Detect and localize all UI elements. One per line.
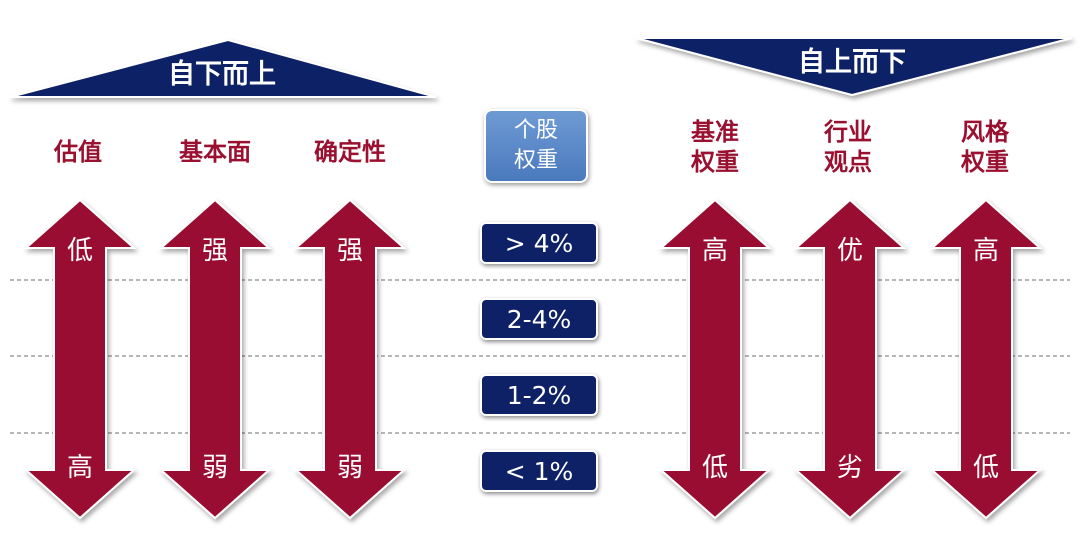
weight-level-2: 2-4% bbox=[480, 298, 598, 340]
arrow-bottom-label-certainty: 弱 bbox=[337, 453, 363, 483]
weight-level-3: 1-2% bbox=[480, 374, 598, 416]
arrow-style-weight bbox=[929, 198, 1043, 520]
top-down-title: 自上而下 bbox=[798, 46, 906, 78]
arrow-fundamentals bbox=[158, 198, 272, 520]
arrow-valuation bbox=[23, 198, 137, 520]
label-benchmark-weight: 基准 权重 bbox=[691, 118, 739, 176]
weight-level-1: > 4% bbox=[480, 222, 598, 264]
stock-weight-header: 个股 权重 bbox=[484, 109, 588, 183]
label-fundamentals: 基本面 bbox=[179, 138, 251, 166]
arrow-bottom-label-benchmark-weight: 低 bbox=[702, 453, 728, 483]
arrow-top-label-style-weight: 高 bbox=[973, 236, 999, 266]
bottom-up-title: 自下而上 bbox=[168, 58, 276, 90]
arrow-top-label-fundamentals: 强 bbox=[202, 236, 228, 266]
arrow-bottom-label-style-weight: 低 bbox=[973, 453, 999, 483]
arrow-top-label-benchmark-weight: 高 bbox=[702, 236, 728, 266]
arrow-bottom-label-valuation: 高 bbox=[67, 453, 93, 483]
label-valuation: 估值 bbox=[54, 138, 102, 166]
bottom-up-banner bbox=[9, 38, 437, 98]
arrow-bottom-label-fundamentals: 弱 bbox=[202, 453, 228, 483]
arrow-industry-view bbox=[793, 198, 907, 520]
arrow-top-label-industry-view: 优 bbox=[837, 236, 863, 266]
label-industry-view: 行业 观点 bbox=[824, 118, 872, 176]
arrow-certainty bbox=[293, 198, 407, 520]
arrow-top-label-valuation: 低 bbox=[67, 236, 93, 266]
label-style-weight: 风格 权重 bbox=[961, 118, 1009, 176]
arrow-benchmark-weight bbox=[658, 198, 772, 520]
weight-level-4: < 1% bbox=[480, 450, 598, 492]
arrow-bottom-label-industry-view: 劣 bbox=[837, 453, 863, 483]
top-down-banner bbox=[635, 37, 1073, 97]
label-certainty: 确定性 bbox=[314, 138, 386, 166]
arrow-top-label-certainty: 强 bbox=[337, 236, 363, 266]
